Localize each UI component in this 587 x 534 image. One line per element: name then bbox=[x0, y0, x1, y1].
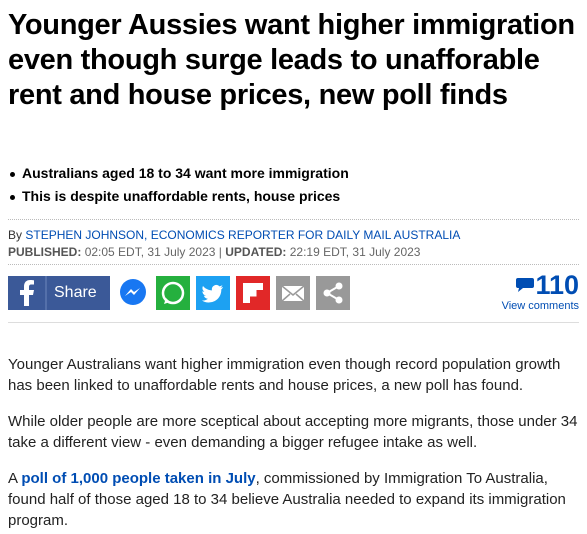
updated-date: 22:19 EDT, 31 July 2023 bbox=[289, 245, 421, 259]
headline: Younger Aussies want higher immigration … bbox=[8, 9, 575, 111]
more-share[interactable] bbox=[316, 276, 350, 310]
text: A bbox=[8, 470, 18, 487]
updated-label: UPDATED: bbox=[225, 245, 287, 259]
comments[interactable]: 110 View comments bbox=[502, 270, 579, 312]
facebook-icon bbox=[20, 276, 47, 310]
paragraph: A poll of 1,000 people taken in July, co… bbox=[8, 468, 582, 531]
published-label: PUBLISHED: bbox=[8, 245, 82, 259]
messenger-share[interactable] bbox=[116, 276, 150, 310]
bullet: This is despite unaffordable rents, hous… bbox=[8, 185, 349, 208]
divider bbox=[8, 264, 579, 265]
email-share[interactable] bbox=[276, 276, 310, 310]
bullet: Australians aged 18 to 34 want more immi… bbox=[8, 162, 349, 185]
flipboard-share[interactable] bbox=[236, 276, 270, 310]
comment-icon bbox=[516, 278, 535, 292]
paragraph: Younger Australians want higher immigrat… bbox=[8, 356, 561, 394]
share-bar: Share bbox=[8, 276, 350, 310]
divider bbox=[8, 322, 579, 323]
author-link[interactable]: STEPHEN JOHNSON, ECONOMICS REPORTER FOR … bbox=[25, 228, 461, 242]
share-label: Share bbox=[54, 284, 97, 301]
poll-link[interactable]: poll of 1,000 people taken in July bbox=[21, 470, 256, 487]
divider bbox=[8, 219, 579, 220]
separator: | bbox=[218, 245, 222, 259]
comment-count: 110 bbox=[535, 270, 579, 300]
bullet-list: Australians aged 18 to 34 want more immi… bbox=[8, 162, 349, 208]
paragraph: While older people are more sceptical ab… bbox=[8, 413, 578, 451]
published-date: 02:05 EDT, 31 July 2023 bbox=[84, 245, 216, 259]
view-comments[interactable]: View comments bbox=[501, 300, 579, 312]
by-prefix: By bbox=[8, 228, 23, 242]
twitter-share[interactable] bbox=[196, 276, 230, 310]
whatsapp-share[interactable] bbox=[156, 276, 190, 310]
byline: By STEPHEN JOHNSON, ECONOMICS REPORTER F… bbox=[8, 227, 460, 261]
text: , commissioned by Immigration To Austral… bbox=[8, 470, 566, 529]
facebook-share[interactable]: Share bbox=[8, 276, 110, 310]
